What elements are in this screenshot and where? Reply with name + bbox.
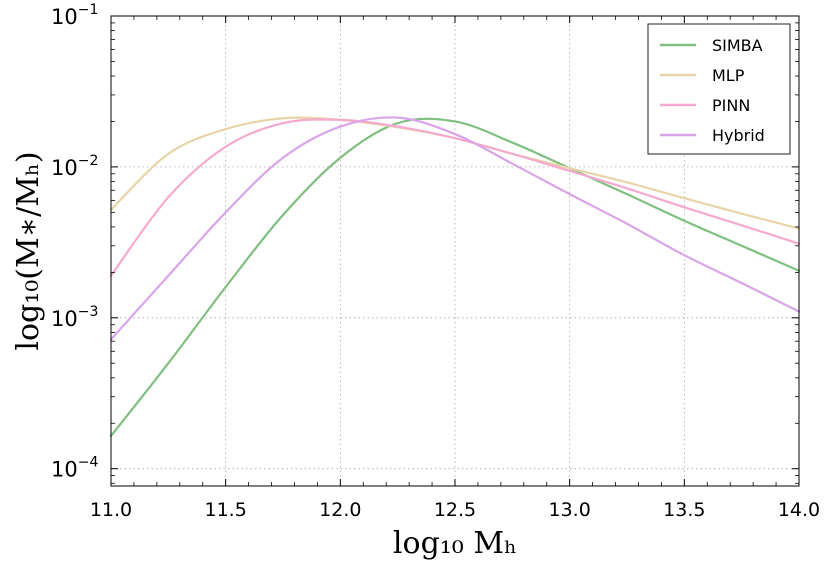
series-lines [109, 116, 801, 437]
x-tick-label: 12.5 [434, 499, 476, 521]
x-tick-label: 13.5 [663, 499, 705, 521]
series-line-pinn [109, 118, 801, 277]
y-tick-exponent: −4 [78, 455, 99, 471]
y-tick-label: 10−2 [51, 153, 98, 180]
y-axis-label: log₁₀(M∗/Mₕ) [11, 151, 46, 350]
legend-entries: SIMBA MLP PINN Hybrid [660, 36, 765, 145]
y-tick-base: 10 [51, 156, 78, 180]
y-tick-exponent: −1 [78, 2, 99, 18]
x-tick-label: 11.5 [205, 499, 247, 521]
y-tick-exponent: −2 [78, 153, 99, 169]
x-tick-label: 13.0 [549, 499, 591, 521]
y-tick-exponent: −3 [78, 304, 99, 320]
tick-marks [110, 15, 800, 486]
y-tick-labels: 10−110−210−310−4 [51, 2, 98, 482]
legend-label-mlp: MLP [712, 66, 745, 85]
x-tick-labels: 11.0 11.5 12.0 12.5 13.0 13.5 14.0 [90, 499, 820, 521]
series-line-hybrid [109, 116, 801, 341]
series-line-simba [109, 117, 801, 437]
y-tick-base: 10 [51, 458, 78, 482]
legend: SIMBA MLP PINN Hybrid [647, 23, 791, 155]
grid [111, 16, 799, 486]
y-tick-label: 10−4 [51, 455, 98, 482]
x-axis-label: log₁₀ Mₕ [393, 526, 517, 561]
y-tick-base: 10 [51, 307, 78, 331]
x-tick-label: 12.0 [319, 499, 361, 521]
x-tick-label: 11.0 [90, 499, 132, 521]
legend-label-simba: SIMBA [712, 36, 763, 55]
legend-label-pinn: PINN [712, 96, 750, 115]
y-tick-label: 10−1 [51, 2, 98, 29]
y-tick-base: 10 [51, 5, 78, 29]
x-tick-label: 14.0 [778, 499, 820, 521]
y-tick-label: 10−3 [51, 304, 98, 331]
legend-label-hybrid: Hybrid [712, 126, 765, 145]
